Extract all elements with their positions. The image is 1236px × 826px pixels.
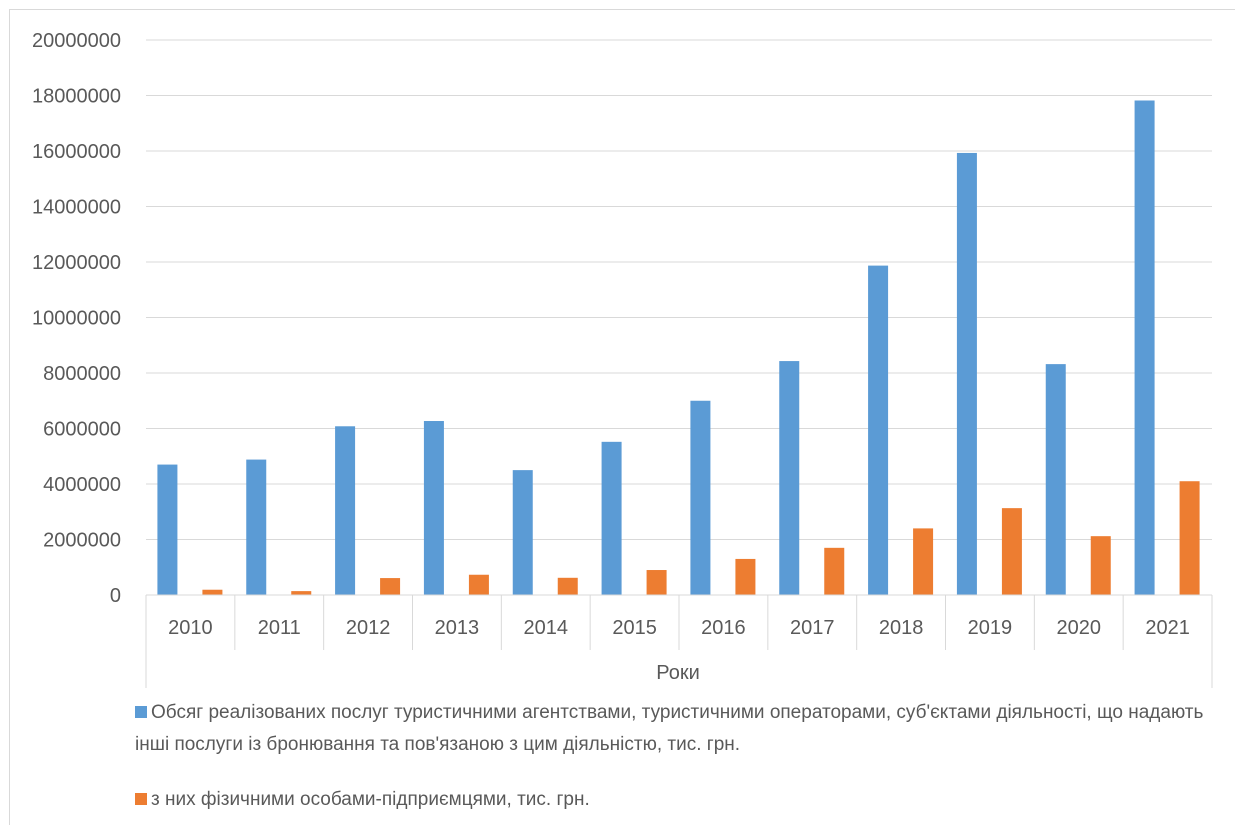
- bar-series-2-2014: [557, 577, 578, 595]
- y-tick-label: 20000000: [32, 30, 121, 52]
- legend-swatch-series-1: [135, 706, 147, 718]
- bar-series-1-2017: [779, 361, 800, 595]
- bar-series-1-2018: [868, 265, 889, 595]
- y-tick-label: 4000000: [43, 474, 121, 496]
- bar-series-2-2018: [913, 528, 934, 595]
- bar-series-1-2014: [512, 470, 533, 595]
- bar-series-1-2012: [335, 426, 356, 595]
- x-axis: [145, 594, 1213, 688]
- bar-series-1-2020: [1045, 364, 1066, 595]
- x-tick-label: 2017: [790, 617, 835, 639]
- bar-series-2-2016: [735, 558, 756, 595]
- legend-swatch-series-2: [135, 793, 147, 805]
- bar-chart: 0 2000000 4000000 6000000 8000000 10000000 120…: [32, 30, 1213, 688]
- bar-series-2-2010: [202, 589, 223, 595]
- y-tick-label: 6000000: [43, 419, 121, 441]
- bar-series-2-2012: [380, 578, 401, 595]
- bar-series-1-2019: [956, 152, 977, 595]
- chart-frame: [9, 9, 1235, 825]
- bars: [157, 100, 1200, 596]
- bar-series-2-2021: [1179, 481, 1200, 595]
- x-tick-label: 2010: [168, 617, 213, 639]
- bar-series-2-2020: [1090, 536, 1111, 595]
- x-tick-label: 2012: [346, 617, 391, 639]
- y-tick-label: 10000000: [32, 308, 121, 330]
- bar-series-1-2021: [1134, 100, 1155, 596]
- legend-entry-series-1: Обсяг реалізованих послуг туристичними а…: [135, 697, 1236, 761]
- x-axis-ticks: 2010 2011 2012 2013 2014 2015 2016 2017 2018 2019…: [168, 617, 1190, 639]
- y-tick-label: 12000000: [32, 252, 121, 274]
- x-tick-label: 2018: [879, 617, 924, 639]
- y-tick-label: 16000000: [32, 141, 121, 163]
- legend-label-series-1-cont: діяльності, що надають інші послуги із б…: [135, 702, 1204, 755]
- y-axis-ticks: 0 2000000 4000000 6000000 8000000 10000000 120…: [32, 30, 121, 607]
- x-tick-label: 2019: [968, 617, 1013, 639]
- legend-label-series-1: Обсяг реалізованих послуг туристичними а…: [151, 702, 992, 723]
- y-tick-label: 14000000: [32, 197, 121, 219]
- bar-series-2-2017: [824, 547, 845, 595]
- gridlines: [146, 39, 1212, 540]
- y-tick-label: 18000000: [32, 86, 121, 108]
- x-tick-label: 2014: [524, 617, 569, 639]
- legend-entry-series-2: з них фізичними особами-підприємцями, ти…: [135, 784, 1155, 816]
- x-tick-label: 2013: [435, 617, 480, 639]
- x-tick-label: 2016: [701, 617, 746, 639]
- y-tick-label: 8000000: [43, 363, 121, 385]
- x-tick-label: 2011: [258, 617, 301, 639]
- bar-series-1-2011: [246, 459, 267, 595]
- x-tick-label: 2020: [1057, 617, 1102, 639]
- bar-series-1-2013: [423, 421, 444, 595]
- x-tick-label: 2015: [612, 617, 657, 639]
- bar-series-1-2015: [601, 441, 622, 595]
- legend-label-series-2: з них фізичними особами-підприємцями, ти…: [151, 789, 590, 810]
- x-tick-label: 2021: [1145, 617, 1190, 639]
- y-tick-label: 0: [110, 585, 121, 607]
- bar-series-1-2010: [157, 464, 178, 595]
- bar-series-1-2016: [690, 400, 711, 595]
- y-tick-label: 2000000: [43, 530, 121, 552]
- x-axis-title: Роки: [656, 662, 700, 684]
- bar-series-2-2015: [646, 570, 667, 595]
- bar-series-2-2011: [291, 591, 312, 595]
- bar-series-2-2019: [1001, 508, 1022, 595]
- bar-series-2-2013: [468, 574, 489, 595]
